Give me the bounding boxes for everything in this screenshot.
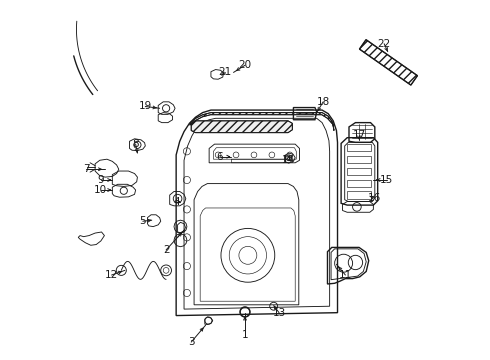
Text: 21: 21 bbox=[219, 67, 232, 77]
Text: 14: 14 bbox=[282, 155, 295, 165]
Text: 12: 12 bbox=[105, 270, 118, 280]
Text: 7: 7 bbox=[83, 164, 90, 174]
Text: 15: 15 bbox=[380, 175, 393, 185]
Text: 18: 18 bbox=[317, 97, 330, 107]
Text: 6: 6 bbox=[217, 152, 223, 162]
Text: 9: 9 bbox=[98, 175, 104, 185]
Polygon shape bbox=[190, 113, 334, 131]
Text: 1: 1 bbox=[242, 330, 248, 340]
Text: 16: 16 bbox=[368, 193, 381, 203]
Text: 22: 22 bbox=[377, 39, 391, 49]
Text: 2: 2 bbox=[163, 245, 170, 255]
Polygon shape bbox=[191, 121, 293, 133]
Text: 19: 19 bbox=[139, 102, 152, 112]
Text: 17: 17 bbox=[352, 130, 366, 140]
Text: 3: 3 bbox=[188, 337, 195, 347]
Text: 4: 4 bbox=[173, 197, 180, 207]
Text: 8: 8 bbox=[132, 139, 139, 149]
Text: 20: 20 bbox=[239, 60, 251, 70]
Text: 5: 5 bbox=[140, 216, 146, 226]
Text: 11: 11 bbox=[339, 270, 352, 280]
Text: 10: 10 bbox=[94, 185, 107, 195]
Text: 13: 13 bbox=[272, 308, 286, 318]
